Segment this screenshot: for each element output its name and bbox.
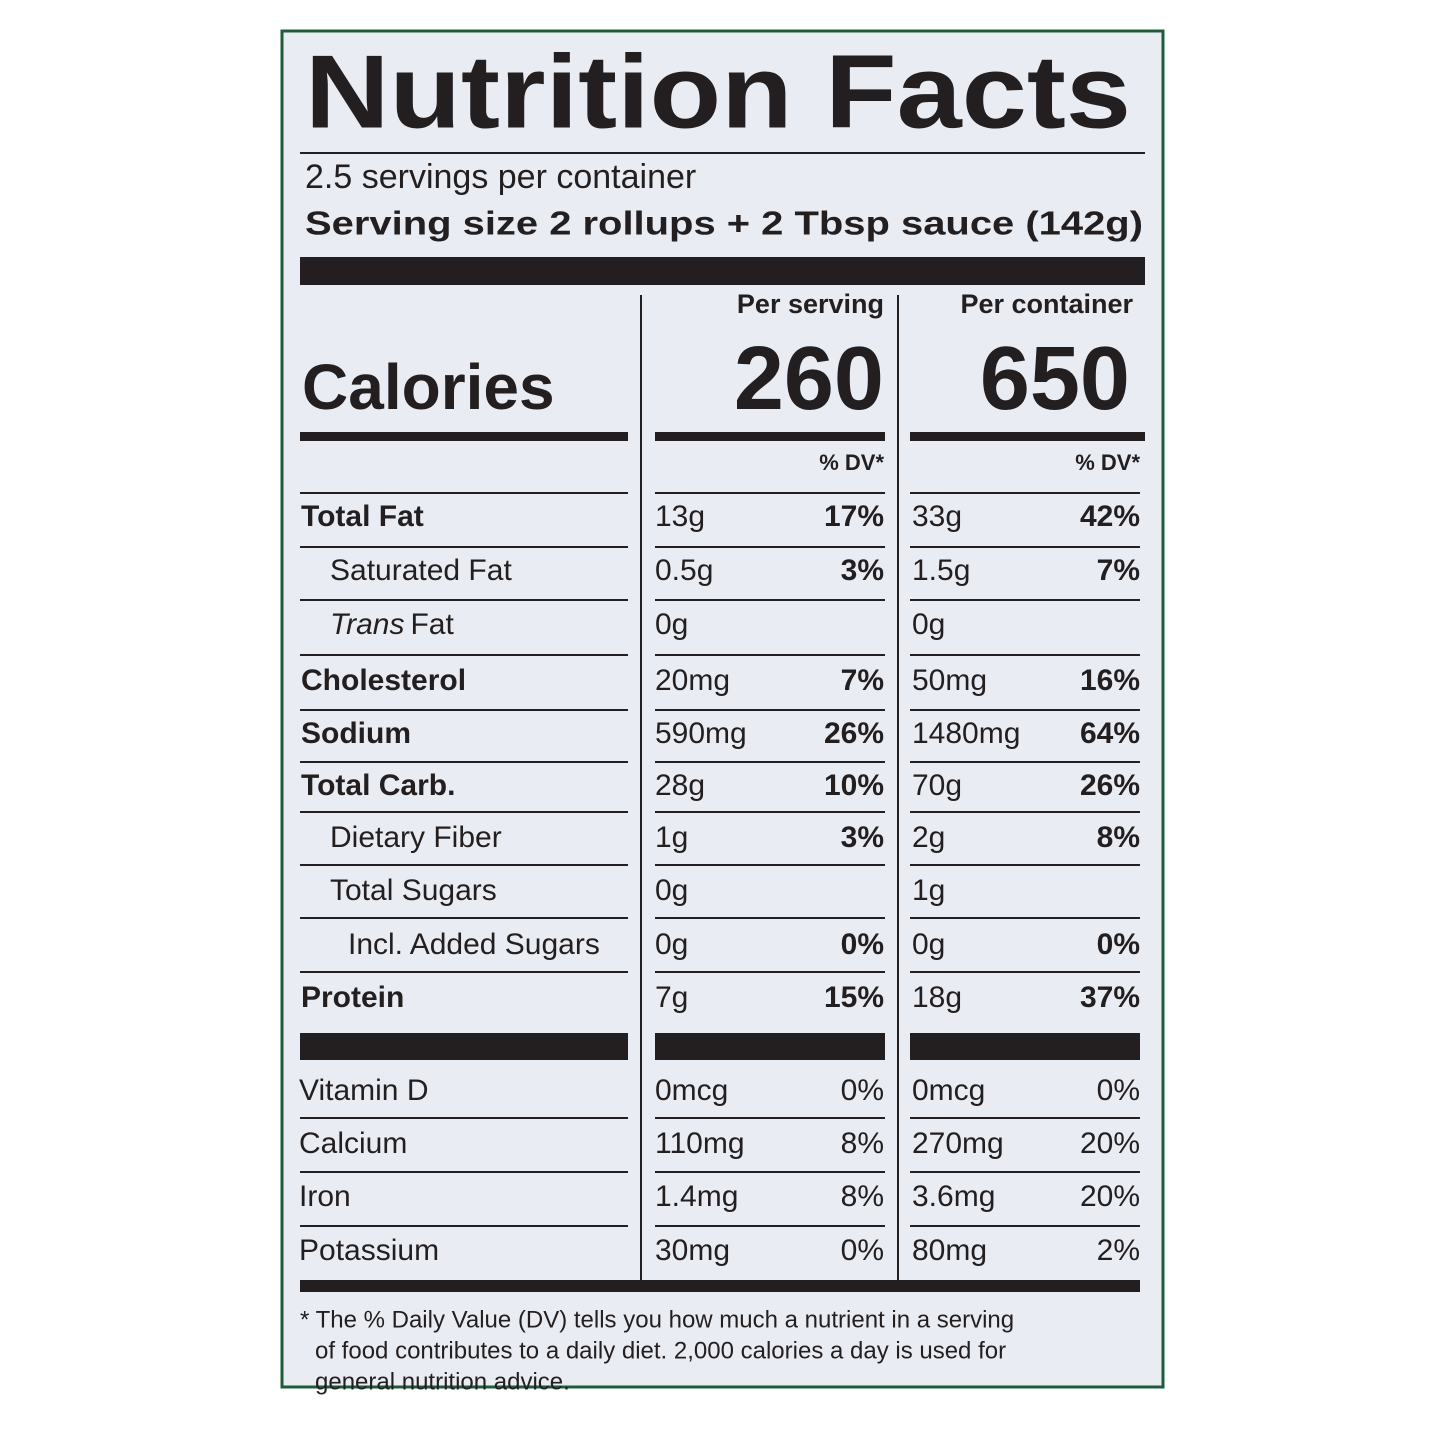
nutrient-label: Total Carb. xyxy=(301,769,455,802)
dv-header: % DV* xyxy=(819,450,884,475)
nutrient-label: Total Sugars xyxy=(330,874,497,907)
amount: 0mcg xyxy=(912,1074,985,1107)
nutrient-label: Sodium xyxy=(301,717,411,750)
amount: 1.5g xyxy=(912,554,970,587)
footnote: of food contributes to a daily diet. 2,0… xyxy=(315,1337,1006,1364)
daily-value: 0% xyxy=(841,1234,884,1267)
nutrient-label: Incl. Added Sugars xyxy=(348,928,600,961)
amount: 0.5g xyxy=(655,554,713,587)
amount: 270mg xyxy=(912,1127,1004,1160)
daily-value: 42% xyxy=(1080,500,1140,533)
amount: 50mg xyxy=(912,664,987,697)
amount: 590mg xyxy=(655,717,747,750)
amount: 18g xyxy=(912,981,962,1014)
nutrient-label-italic: Trans xyxy=(330,608,404,641)
daily-value: 37% xyxy=(1080,981,1140,1014)
amount: 28g xyxy=(655,769,705,802)
daily-value: 64% xyxy=(1080,717,1140,750)
bar xyxy=(910,432,1145,441)
bar xyxy=(300,432,628,441)
daily-value: 3% xyxy=(841,821,884,854)
amount: 2g xyxy=(912,821,945,854)
column-header: Per container xyxy=(960,289,1133,319)
servings: 2.5 servings per container xyxy=(305,158,696,196)
amount: 33g xyxy=(912,500,962,533)
bar xyxy=(910,1033,1140,1060)
amount: 0g xyxy=(655,928,688,961)
amount: 0g xyxy=(655,874,688,907)
amount: 13g xyxy=(655,500,705,533)
amount: 1.4mg xyxy=(655,1180,738,1213)
amount: 70g xyxy=(912,769,962,802)
amount: 30mg xyxy=(655,1234,730,1267)
daily-value: 20% xyxy=(1080,1127,1140,1160)
nutrient-label-text: Total Fat xyxy=(301,500,424,533)
nutrient-label: Total Fat xyxy=(301,500,424,533)
amount: 20mg xyxy=(655,664,730,697)
amount: 80mg xyxy=(912,1234,987,1267)
nutrient-label-text: Saturated Fat xyxy=(330,554,512,587)
daily-value: 0% xyxy=(841,928,884,961)
daily-value: 8% xyxy=(841,1127,884,1160)
nutrient-label-text: Cholesterol xyxy=(301,664,466,697)
vitamin-label: Potassium xyxy=(299,1234,439,1267)
calories-label: Calories xyxy=(302,351,555,423)
daily-value: 26% xyxy=(824,717,884,750)
bar xyxy=(300,1033,628,1060)
daily-value: 7% xyxy=(841,664,884,697)
bar xyxy=(655,1033,885,1060)
nutrient-label-text: Total Sugars xyxy=(330,874,497,907)
amount: 0g xyxy=(912,928,945,961)
amount: 0g xyxy=(912,608,945,641)
daily-value: 2% xyxy=(1097,1234,1140,1267)
thick-bar xyxy=(300,257,1145,285)
calories-value: 650 xyxy=(980,329,1130,429)
nutrient-label: Protein xyxy=(301,981,404,1014)
daily-value: 26% xyxy=(1080,769,1140,802)
daily-value: 20% xyxy=(1080,1180,1140,1213)
vitamin-label: Calcium xyxy=(299,1127,407,1160)
nutrient-label-text: Total Carb. xyxy=(301,769,455,802)
nutrient-label: Cholesterol xyxy=(301,664,466,697)
daily-value: 3% xyxy=(841,554,884,587)
amount: 7g xyxy=(655,981,688,1014)
nutrient-label: Trans Fat xyxy=(330,608,454,641)
nutrient-label: Dietary Fiber xyxy=(330,821,502,854)
daily-value: 17% xyxy=(824,500,884,533)
amount: 110mg xyxy=(655,1127,745,1160)
nutrient-label-text: Sodium xyxy=(301,717,411,750)
daily-value: 10% xyxy=(824,769,884,802)
column-header: Per serving xyxy=(737,289,884,319)
nutrient-label: Saturated Fat xyxy=(330,554,512,587)
daily-value: 0% xyxy=(1097,1074,1140,1107)
bar xyxy=(300,1280,1140,1292)
bar xyxy=(655,432,885,441)
daily-value: 0% xyxy=(841,1074,884,1107)
calories-value: 260 xyxy=(734,329,884,429)
dv-header: % DV* xyxy=(1075,450,1140,475)
nutrient-label-rest: Fat xyxy=(410,608,454,641)
amount: 3.6mg xyxy=(912,1180,995,1213)
daily-value: 7% xyxy=(1097,554,1140,587)
daily-value: 0% xyxy=(1097,928,1140,961)
nutrient-label-text: Dietary Fiber xyxy=(330,821,502,854)
daily-value: 16% xyxy=(1080,664,1140,697)
amount: 1480mg xyxy=(912,717,1020,750)
nutrient-label-text: Protein xyxy=(301,981,404,1014)
daily-value: 8% xyxy=(1097,821,1140,854)
serving-size: Serving size 2 rollups + 2 Tbsp sauce (1… xyxy=(305,205,1143,242)
title: Nutrition Facts xyxy=(305,34,1131,150)
footnote: * The % Daily Value (DV) tells you how m… xyxy=(300,1306,1014,1333)
amount: 0g xyxy=(655,608,688,641)
nutrient-label-text: Incl. Added Sugars xyxy=(348,928,600,961)
amount: 1g xyxy=(655,821,688,854)
amount: 1g xyxy=(912,874,945,907)
vitamin-label: Vitamin D xyxy=(299,1074,429,1107)
vitamin-label: Iron xyxy=(299,1180,351,1213)
daily-value: 15% xyxy=(824,981,884,1014)
footnote: general nutrition advice. xyxy=(315,1368,570,1395)
daily-value: 8% xyxy=(841,1180,884,1213)
amount: 0mcg xyxy=(655,1074,728,1107)
